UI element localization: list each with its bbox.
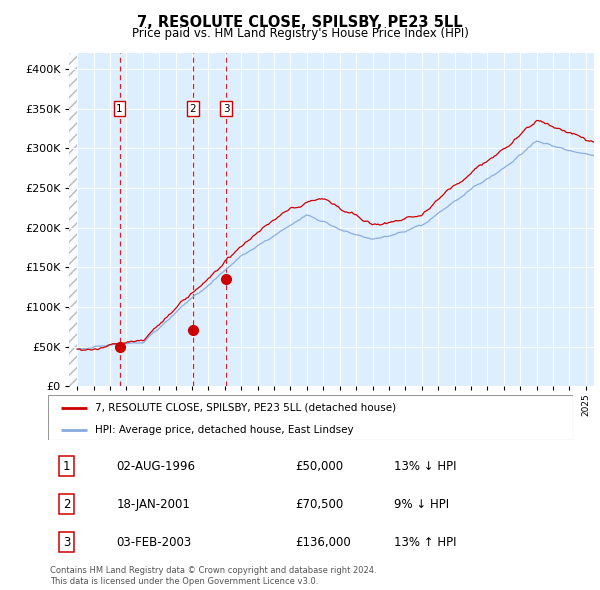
Text: 13% ↑ HPI: 13% ↑ HPI [395, 536, 457, 549]
Text: 1: 1 [116, 104, 123, 114]
Text: Price paid vs. HM Land Registry's House Price Index (HPI): Price paid vs. HM Land Registry's House … [131, 27, 469, 40]
Text: 02-AUG-1996: 02-AUG-1996 [116, 460, 195, 473]
Text: 2: 2 [190, 104, 196, 114]
Text: £70,500: £70,500 [295, 497, 343, 510]
Text: 3: 3 [62, 536, 70, 549]
Text: 9% ↓ HPI: 9% ↓ HPI [395, 497, 449, 510]
Text: 3: 3 [223, 104, 230, 114]
Text: 13% ↓ HPI: 13% ↓ HPI [395, 460, 457, 473]
Text: 7, RESOLUTE CLOSE, SPILSBY, PE23 5LL (detached house): 7, RESOLUTE CLOSE, SPILSBY, PE23 5LL (de… [95, 403, 397, 412]
Text: 2: 2 [62, 497, 70, 510]
Bar [69, 53, 77, 386]
Text: £136,000: £136,000 [295, 536, 350, 549]
Text: HPI: Average price, detached house, East Lindsey: HPI: Average price, detached house, East… [95, 425, 354, 435]
Text: 03-FEB-2003: 03-FEB-2003 [116, 536, 191, 549]
Text: £50,000: £50,000 [295, 460, 343, 473]
FancyBboxPatch shape [48, 395, 573, 440]
Text: 1: 1 [62, 460, 70, 473]
Text: 18-JAN-2001: 18-JAN-2001 [116, 497, 190, 510]
Text: 7, RESOLUTE CLOSE, SPILSBY, PE23 5LL: 7, RESOLUTE CLOSE, SPILSBY, PE23 5LL [137, 15, 463, 30]
Text: Contains HM Land Registry data © Crown copyright and database right 2024.: Contains HM Land Registry data © Crown c… [50, 566, 376, 575]
Bar [69, 53, 77, 386]
Text: This data is licensed under the Open Government Licence v3.0.: This data is licensed under the Open Gov… [50, 577, 318, 586]
